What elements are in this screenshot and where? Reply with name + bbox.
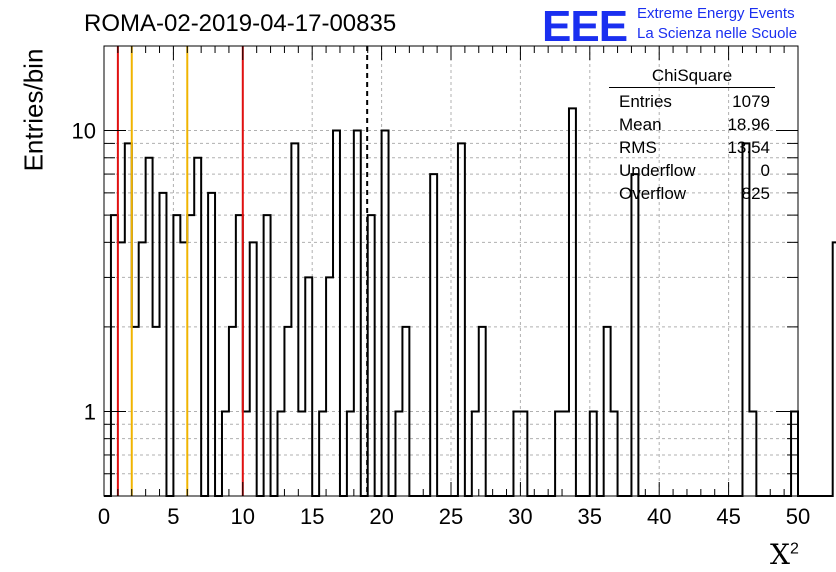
logo-tagline-2: La Scienza nelle Scuole (637, 25, 798, 42)
stats-box: ChiSquare Entries 1079 Mean 18.96 RMS 13.54… (609, 66, 775, 205)
y-axis-label: Entries/bin (18, 48, 49, 172)
stats-row-mean: Mean 18.96 (619, 115, 770, 134)
stats-row-rms: RMS 13.54 (619, 138, 770, 157)
x-tick-label: 25 (439, 504, 463, 529)
x-tick-label: 50 (786, 504, 810, 529)
x-tick-label: 30 (508, 504, 532, 529)
x-tick-label: 45 (716, 504, 740, 529)
chart-title: ROMA-02-2019-04-17-00835 (84, 10, 397, 37)
stats-title: ChiSquare (609, 66, 775, 88)
eee-logo: EEE (542, 2, 628, 51)
x-tick-label: 15 (300, 504, 324, 529)
logo-tagline-1: Extreme Energy Events (637, 5, 795, 22)
x-tick-label: 10 (231, 504, 255, 529)
x-tick-label: 0 (98, 504, 110, 529)
stats-row-underflow: Underflow 0 (619, 161, 770, 180)
y-tick-label: 10 (72, 119, 96, 144)
stats-row-entries: Entries 1079 (619, 92, 770, 111)
x-tick-label: 35 (578, 504, 602, 529)
x-tick-label: 40 (647, 504, 671, 529)
x-tick-label: 20 (369, 504, 393, 529)
y-tick-label: 1 (84, 399, 96, 424)
stats-row-overflow: Overflow 825 (619, 184, 770, 203)
x-axis-label: X2 (770, 538, 799, 571)
x-tick-label: 5 (167, 504, 179, 529)
